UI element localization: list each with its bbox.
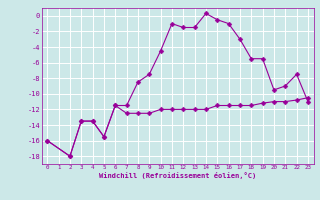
X-axis label: Windchill (Refroidissement éolien,°C): Windchill (Refroidissement éolien,°C): [99, 172, 256, 179]
